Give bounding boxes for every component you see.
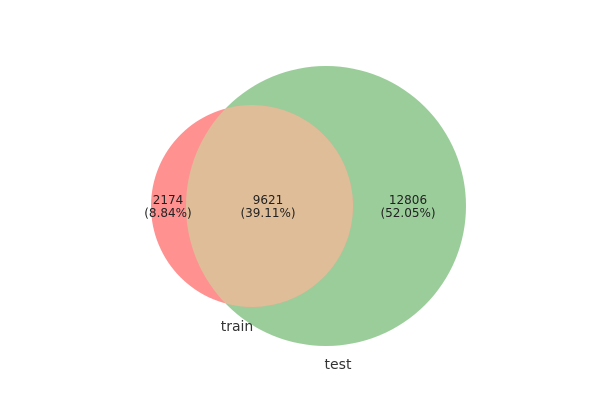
intersection-percent: (39.11%) xyxy=(240,206,295,220)
test-only-count: 12806 xyxy=(389,193,427,207)
test-only-percent: (52.05%) xyxy=(380,206,435,220)
test-set-label: test xyxy=(325,357,352,373)
intersection-count: 9621 xyxy=(253,193,284,207)
train-only-count: 2174 xyxy=(153,193,184,207)
train-only-percent: (8.84%) xyxy=(144,206,191,220)
intersection-region xyxy=(186,105,353,307)
train-set-label: train xyxy=(221,319,254,335)
